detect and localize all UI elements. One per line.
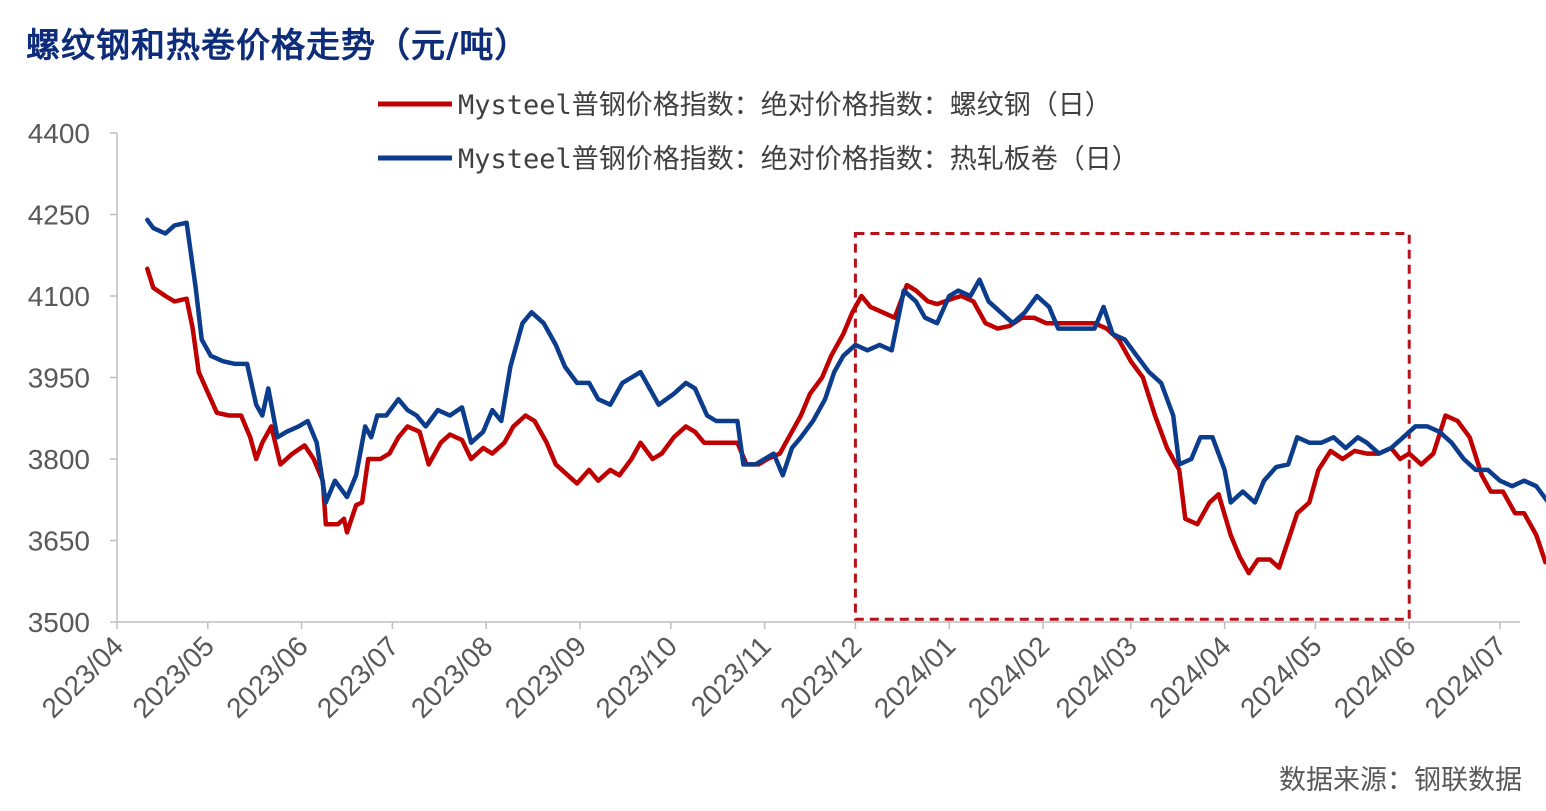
highlight-box bbox=[853, 232, 1411, 621]
highlight-region bbox=[853, 232, 1411, 621]
y-tick-label: 3800 bbox=[28, 444, 90, 475]
chart-legend: Mysteel普钢价格指数：绝对价格指数：螺纹钢（日） Mysteel普钢价格指数… bbox=[378, 90, 1139, 175]
y-tick-label: 4100 bbox=[28, 281, 90, 312]
chart-axes: 35003650380039504100425044002023/042023/… bbox=[28, 118, 1520, 724]
x-tick-label: 2023/11 bbox=[685, 630, 777, 722]
data-source-note: 数据来源：钢联数据 bbox=[1279, 765, 1522, 796]
x-tick-label: 2024/04 bbox=[1143, 630, 1236, 723]
y-tick-label: 3650 bbox=[28, 526, 90, 557]
y-tick-label: 3950 bbox=[28, 363, 90, 394]
x-tick-label: 2023/12 bbox=[774, 630, 867, 723]
x-tick-label: 2023/04 bbox=[36, 630, 129, 723]
legend-label: Mysteel普钢价格指数：绝对价格指数：热轧板卷（日） bbox=[458, 144, 1139, 175]
legend-label: Mysteel普钢价格指数：绝对价格指数：螺纹钢（日） bbox=[458, 90, 1112, 121]
x-tick-label: 2023/09 bbox=[499, 630, 592, 723]
x-tick-label: 2024/01 bbox=[868, 630, 961, 723]
y-tick-label: 3500 bbox=[28, 607, 90, 638]
x-tick-label: 2023/10 bbox=[590, 630, 683, 723]
x-tick-label: 2024/02 bbox=[962, 630, 1055, 723]
x-tick-label: 2023/05 bbox=[127, 630, 220, 723]
x-tick-label: 2023/08 bbox=[405, 630, 498, 723]
x-tick-label: 2023/07 bbox=[311, 630, 404, 723]
x-tick-label: 2024/06 bbox=[1328, 630, 1421, 723]
y-tick-label: 4250 bbox=[28, 200, 90, 231]
x-tick-label: 2024/03 bbox=[1050, 630, 1143, 723]
series-line-rebar bbox=[145, 266, 1546, 576]
y-tick-label: 4400 bbox=[28, 118, 90, 149]
x-tick-label: 2023/06 bbox=[220, 630, 313, 723]
x-tick-label: 2024/05 bbox=[1234, 630, 1327, 723]
chart-title: 螺纹钢和热卷价格走势（元/吨） bbox=[26, 26, 530, 66]
x-tick-label: 2024/07 bbox=[1419, 630, 1512, 723]
chart-series bbox=[145, 217, 1546, 576]
series-line-hot-rolled-coil bbox=[145, 217, 1546, 505]
